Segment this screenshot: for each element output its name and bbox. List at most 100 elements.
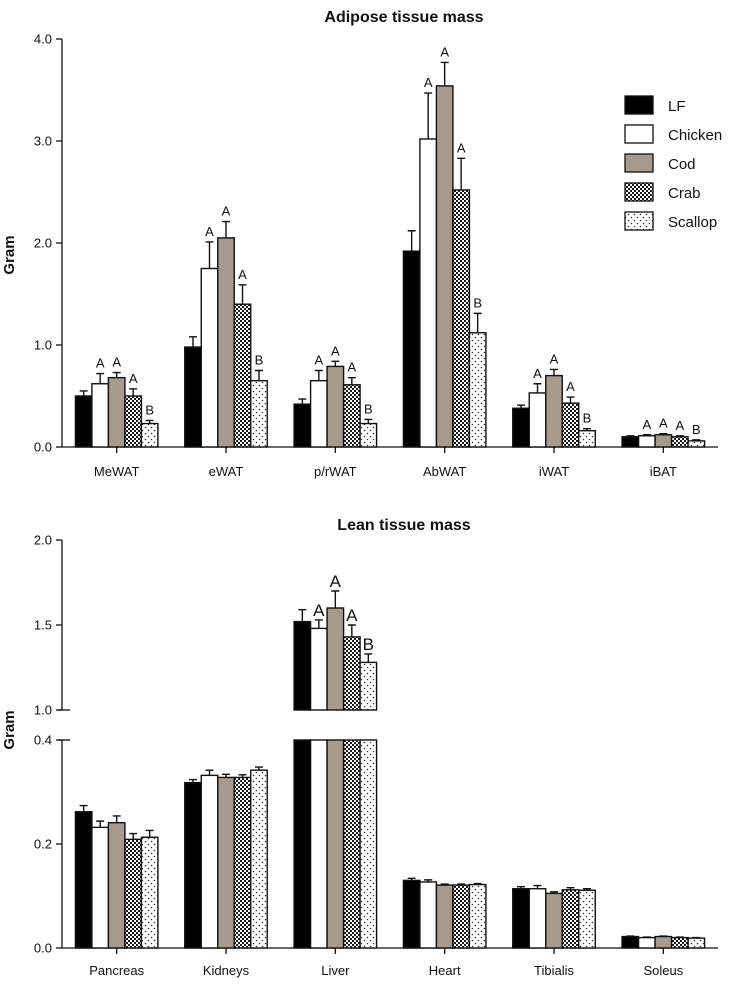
error-bar-iwat-scallop [583,427,591,431]
bar-ibat-crab [670,436,689,448]
error-bar-ewat-cod [222,220,230,238]
error-bar-heart-lf [407,877,416,881]
adipose-y-tick-label: 1.0 [34,338,52,353]
bar-soleus-cod [654,935,673,949]
bar-abwat-lf [402,250,421,448]
significance-label-abwat-crab: A [457,140,466,155]
bar-ewat-cod [217,237,235,448]
error-bar-ewat-lf [189,336,197,348]
bar-liver-lf-lower [293,739,312,949]
error-bar-soleus-scallop [692,936,701,939]
significance-label-liver-scallop: B [363,635,374,654]
bar-heart-lf [402,879,421,949]
error-bar-liver-lf [298,609,307,622]
error-bar-p-rwat-cod [331,360,340,367]
bar-tibialis-cod [545,892,563,949]
bar-tibialis-crab [561,889,580,949]
legend-label-crab: Crab [668,185,701,202]
error-bar-ewat-chicken [205,241,214,269]
error-bar-iwat-lf [517,404,525,409]
bar-mewat-scallop [140,422,159,448]
error-bar-tibialis-crab [566,886,575,890]
adipose-y-tick-label: 3.0 [34,134,52,149]
error-bar-liver-chicken [314,619,323,629]
lean-category-label: Liver [321,963,350,978]
error-bar-abwat-chicken [424,92,433,139]
error-bar-pancreas-crab [129,832,138,840]
error-bar-heart-chicken [424,879,433,882]
bar-mewat-crab [124,395,143,448]
error-bar-mewat-crab [129,388,138,396]
significance-label-iwat-scallop: B [583,411,592,426]
significance-label-ewat-cod: A [222,204,231,219]
significance-label-mewat-crab: A [129,371,138,386]
bar-mewat-lf [74,395,93,448]
bar-iwat-lf [512,407,530,448]
lean-y-tick-label: 0.4 [34,733,52,748]
lean-chart-title: Lean tissue mass [337,517,471,534]
error-bar-pancreas-lf [79,804,88,812]
adipose-category-label: iWAT [539,464,569,479]
bar-tibialis-lf [512,888,530,949]
bar-soleus-lf [621,935,640,949]
bar-iwat-cod [545,374,563,448]
error-bar-ibat-crab [675,435,684,437]
error-bar-ewat-scallop [255,369,263,381]
lean-y-tick-label: 2.0 [34,533,52,548]
bar-kidneys-lf [184,781,202,949]
bar-ewat-lf [184,346,202,448]
bar-p-rwat-cod [326,365,345,448]
error-bar-p-rwat-chicken [314,369,323,381]
significance-label-abwat-cod: A [440,44,449,59]
bar-pancreas-scallop [140,836,159,949]
adipose-category-label: MeWAT [94,464,140,479]
bar-kidneys-crab [233,776,252,949]
legend-swatch-lf [624,95,654,115]
lean-category-label: Tibialis [534,963,574,978]
significance-label-abwat-scallop: B [473,295,482,310]
bar-soleus-chicken [637,936,656,949]
lean-category-label: Soleus [643,963,683,978]
error-bar-pancreas-chicken [96,820,105,828]
bar-liver-cod-upper [326,607,345,711]
adipose-category-label: p/rWAT [314,464,357,479]
significance-label-iwat-cod: A [550,351,559,366]
error-bar-tibialis-chicken [533,884,542,889]
error-bar-kidneys-chicken [205,769,214,776]
bar-pancreas-crab [124,838,143,949]
error-bar-tibialis-cod [550,891,558,894]
lean-y-tick-label: 1.5 [34,618,52,633]
lean-category-label: Heart [429,963,461,978]
bar-heart-scallop [468,883,487,949]
error-bar-iwat-cod [550,368,558,376]
bar-kidneys-chicken [200,774,219,949]
significance-label-p-rwat-cod: A [331,343,340,358]
error-bar-liver-scallop [364,653,373,663]
legend-label-lf: LF [668,98,686,115]
bar-ibat-lf [621,436,640,448]
legend-swatch-cod [624,153,654,173]
bar-iwat-chicken [528,392,547,448]
error-bar-heart-scallop [473,882,482,885]
error-bar-iwat-crab [566,396,575,404]
adipose-category-label: eWAT [209,464,244,479]
adipose-y-tick-label: 2.0 [34,236,52,251]
bar-tibialis-scallop [578,889,596,949]
bar-p-rwat-scallop [359,422,378,448]
legend-swatch-chicken [624,124,654,144]
adipose-category-label: iBAT [650,464,677,479]
bar-mewat-chicken [91,383,110,448]
error-bar-kidneys-lf [189,778,197,783]
error-bar-tibialis-lf [517,885,525,889]
significance-label-iwat-chicken: A [533,366,542,381]
bar-heart-crab [452,884,471,949]
legend-swatch-crab [624,182,654,202]
bar-ewat-chicken [200,267,219,448]
error-bar-pancreas-cod [112,815,121,823]
lean-category-label: Pancreas [89,963,144,978]
bar-kidneys-scallop [250,769,268,949]
bar-pancreas-cod [107,821,126,949]
significance-label-mewat-chicken: A [96,356,105,371]
bar-heart-chicken [419,881,438,949]
